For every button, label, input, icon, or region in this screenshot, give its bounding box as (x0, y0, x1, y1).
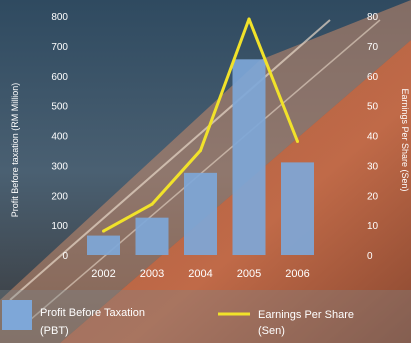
line-series (102, 17, 299, 233)
y2-axis-label: Earnings Per Share (Sen) (400, 88, 410, 191)
eps-point-2002 (102, 229, 105, 233)
eps-point-2006 (296, 139, 299, 143)
x-tick-label: 2005 (237, 268, 261, 280)
y2-tick-label: 20 (367, 191, 379, 202)
background-legend-band (0, 290, 411, 343)
background-deck-line (29, 19, 381, 321)
eps-point-2004 (199, 148, 202, 152)
x-tick-label: 2003 (140, 268, 164, 280)
legend: Profit Before Taxation (PBT) Earnings Pe… (2, 300, 354, 337)
y-tick-label: 100 (51, 221, 68, 232)
y-tick-label: 600 (51, 72, 68, 83)
bar-2002 (87, 235, 120, 255)
bar-2006 (281, 162, 314, 255)
legend-bar-label-unit: (PBT) (40, 325, 69, 337)
y-tick-label: 300 (51, 161, 68, 172)
y-tick-label: 700 (51, 42, 68, 53)
eps-point-2003 (150, 202, 154, 206)
y2-tick-label: 30 (367, 161, 379, 172)
y-tick-label: 0 (62, 251, 68, 262)
y-tick-label: 400 (51, 132, 68, 143)
y-tick-label: 800 (51, 12, 68, 23)
y2-tick-label: 10 (367, 221, 379, 232)
y-axis-label: Profit Before taxation (RM Million) (10, 83, 20, 218)
eps-point-2005 (247, 17, 251, 21)
y2-tick-label: 80 (367, 12, 379, 23)
y-tick-label: 200 (51, 191, 68, 202)
x-tick-label: 2006 (285, 268, 309, 280)
y2-tick-label: 50 (367, 102, 379, 113)
bar-2004 (184, 172, 217, 255)
legend-bar-swatch (2, 300, 32, 330)
y2-tick-label: 60 (367, 72, 379, 83)
background-deck-line (9, 19, 331, 301)
bar-series (87, 59, 314, 255)
y2-tick-label: 40 (367, 132, 379, 143)
legend-bar-label: Profit Before Taxation (40, 307, 145, 319)
y2-tick-label: 70 (367, 42, 379, 53)
legend-line-label: Earnings Per Share (258, 309, 354, 321)
bar-2003 (135, 217, 169, 255)
y-tick-label: 500 (51, 102, 68, 113)
legend-line-label-unit: (Sen) (258, 325, 285, 337)
right-axis-ticks: 0 10 20 30 40 50 60 70 80 (367, 12, 379, 262)
left-axis-ticks: 0 100 200 300 400 500 600 700 800 (51, 12, 68, 262)
x-tick-label: 2002 (91, 268, 115, 280)
bar-2005 (232, 59, 266, 255)
x-tick-label: 2004 (188, 268, 212, 280)
x-axis-labels: 2002 2003 2004 2005 2006 (91, 268, 309, 280)
y2-tick-label: 0 (367, 251, 373, 262)
